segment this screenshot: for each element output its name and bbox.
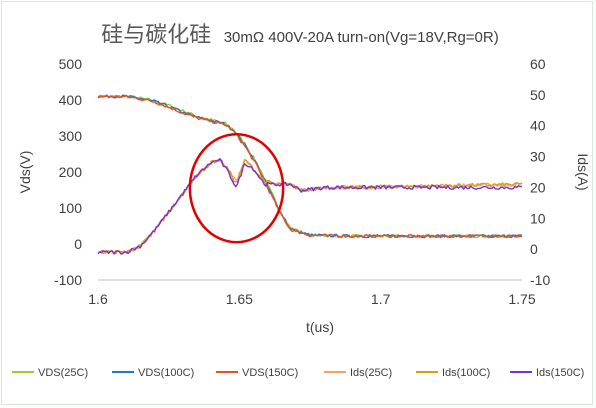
axes: 1.6 1.65 1.7 1.75-1000100200300400500-10010… bbox=[54, 56, 550, 307]
x-tick-label: 1.65 bbox=[226, 291, 253, 307]
series-lines bbox=[97, 94, 523, 255]
legend: VDS(25C) VDS(100C) VDS(150C) Ids(25C) Ids(10… bbox=[12, 367, 584, 379]
series-line-ids-100c- bbox=[97, 158, 523, 255]
legend-label: VDS(100C) bbox=[138, 367, 194, 379]
y-right-tick-label: 30 bbox=[530, 149, 546, 165]
chart-title: 硅与碳化硅 30mΩ 400V-20A turn-on(Vg=18V,Rg=0R… bbox=[101, 23, 498, 48]
legend-label: Ids(150C) bbox=[536, 367, 584, 379]
x-tick-label: 1.75 bbox=[508, 291, 535, 307]
x-tick-label: 1.6 bbox=[88, 291, 108, 307]
y-right-tick-label: 50 bbox=[530, 87, 546, 103]
legend-label: VDS(150C) bbox=[242, 367, 298, 379]
y-left-tick-label: -100 bbox=[54, 272, 82, 288]
y-left-tick-label: 200 bbox=[59, 164, 83, 180]
y-left-tick-label: 400 bbox=[59, 92, 83, 108]
legend-label: VDS(25C) bbox=[38, 367, 88, 379]
series-line-vds-150c- bbox=[97, 94, 523, 239]
series-line-vds-25c- bbox=[97, 94, 523, 239]
series-line-vds-100c- bbox=[97, 94, 523, 239]
y-right-tick-label: 40 bbox=[530, 118, 546, 134]
y-right-tick-label: 20 bbox=[530, 179, 546, 195]
y-right-tick-label: -10 bbox=[530, 272, 550, 288]
y-left-tick-label: 100 bbox=[59, 200, 83, 216]
highlight-ellipse bbox=[188, 132, 285, 244]
y-left-tick-label: 0 bbox=[74, 236, 82, 252]
legend-label: Ids(100C) bbox=[442, 367, 490, 379]
y-left-tick-label: 300 bbox=[59, 128, 83, 144]
legend-label: Ids(25C) bbox=[350, 367, 392, 379]
series-line-ids-150c- bbox=[97, 158, 523, 255]
chart-title-main: 硅与碳化硅 bbox=[101, 23, 211, 48]
y-right-tick-label: 60 bbox=[530, 56, 546, 72]
y-left-tick-label: 500 bbox=[59, 56, 83, 72]
x-axis-label: t(us) bbox=[306, 319, 334, 335]
y-right-tick-label: 0 bbox=[530, 241, 538, 257]
annotation bbox=[188, 132, 285, 244]
y-right-tick-label: 10 bbox=[530, 210, 546, 226]
series-line-ids-25c- bbox=[97, 158, 523, 255]
y-axis-right-label: Ids(A) bbox=[575, 153, 591, 190]
chart-subtitle: 30mΩ 400V-20A turn-on(Vg=18V,Rg=0R) bbox=[224, 29, 499, 46]
x-tick-label: 1.7 bbox=[371, 291, 391, 307]
y-axis-left-label: Vds(V) bbox=[17, 151, 33, 194]
